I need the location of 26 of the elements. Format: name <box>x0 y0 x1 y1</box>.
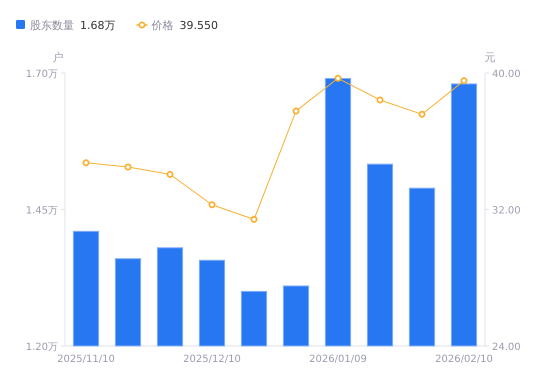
x-tick-label: 2026/01/09 <box>309 354 367 365</box>
point <box>166 170 174 178</box>
legend-label: 价格 <box>150 19 174 32</box>
y2-axis-title: 元 <box>484 51 496 64</box>
y2-tick-label: 32.00 <box>492 206 521 216</box>
point <box>124 164 132 171</box>
legend-label: 股东数量 <box>30 19 74 32</box>
point <box>208 201 216 208</box>
point <box>334 74 342 82</box>
y2-tick-label: 40.00 <box>492 69 521 80</box>
point <box>460 77 468 84</box>
x-tick-label: 2025/11/10 <box>57 354 115 365</box>
point <box>418 110 426 118</box>
y-tick-label: 1.20万 <box>26 342 58 353</box>
y2-tick-label: 24.00 <box>492 342 521 353</box>
y-axis-title: 户 <box>52 51 64 64</box>
x-tick-label: 2025/12/10 <box>183 354 241 365</box>
text: 1.68万 <box>80 19 116 32</box>
text: 39.550 <box>180 19 218 32</box>
point <box>292 108 300 115</box>
point <box>376 96 384 104</box>
point <box>82 159 90 166</box>
y-tick-label: 1.70万 <box>26 69 58 80</box>
x-tick-label: 2026/02/10 <box>435 354 493 365</box>
point <box>250 216 258 223</box>
y-tick-label: 1.45万 <box>26 206 58 216</box>
